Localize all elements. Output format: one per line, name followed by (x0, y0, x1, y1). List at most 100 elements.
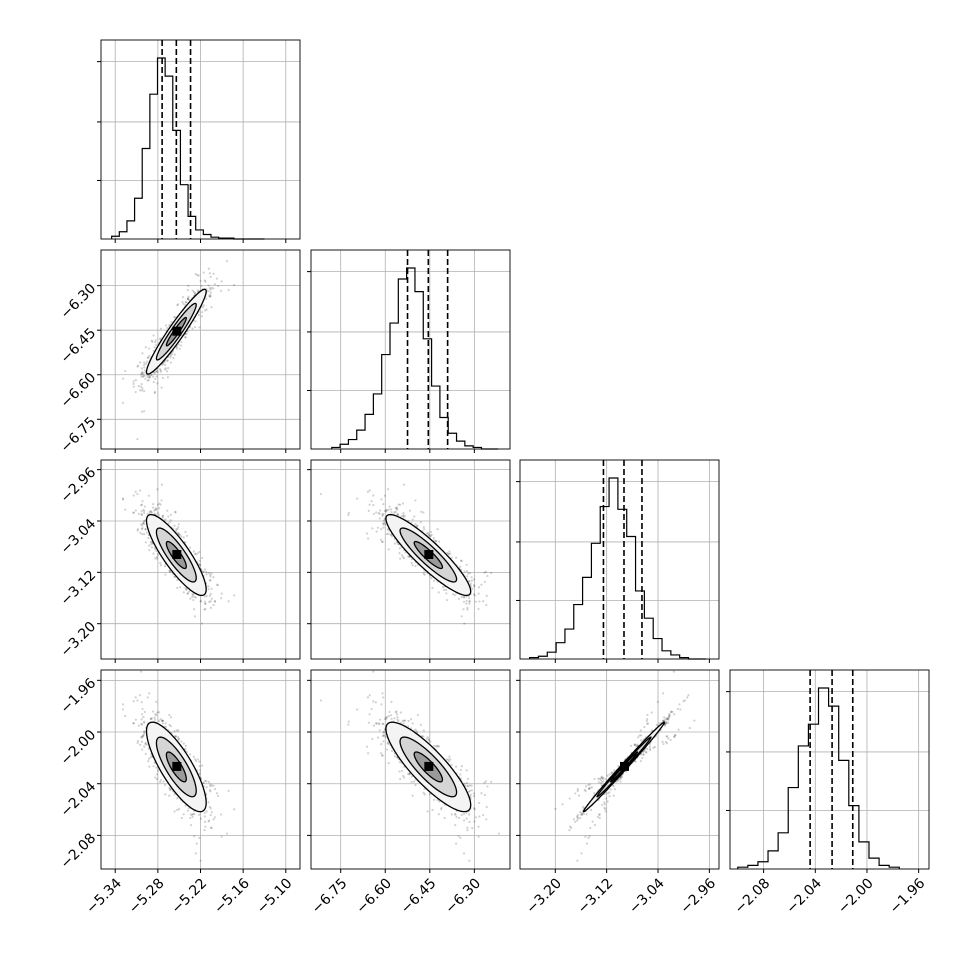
scatter-point (468, 597, 471, 600)
scatter-point (187, 284, 190, 287)
scatter-point (152, 380, 155, 384)
scatter-point (176, 304, 179, 307)
scatter-point (207, 571, 210, 575)
scatter-point (144, 346, 147, 349)
scatter-point (319, 493, 322, 496)
scatter-point (143, 366, 146, 369)
scatter-point (166, 376, 170, 379)
scatter-point (366, 537, 370, 540)
scatter-point (379, 538, 383, 541)
scatter-point (410, 561, 413, 565)
scatter-point (416, 524, 419, 527)
histogram-2 (529, 477, 707, 660)
scatter-point (382, 513, 385, 516)
scatter-point (208, 294, 211, 298)
scatter-point (136, 438, 139, 441)
scatter-point (154, 377, 157, 381)
scatter-point (198, 559, 201, 562)
scatter-point (200, 284, 203, 288)
scatter-point (143, 369, 146, 372)
scatter-point (225, 260, 229, 263)
scatter-point (477, 607, 480, 611)
scatter-point (122, 377, 125, 380)
scatter-point (146, 375, 149, 378)
scatter-point (152, 552, 155, 555)
scatter-point (191, 327, 194, 330)
scatter-point (192, 598, 195, 602)
scatter-point (370, 499, 373, 503)
scatter-point (397, 503, 400, 506)
scatter-point (459, 565, 462, 568)
scatter-point (143, 374, 146, 378)
scatter-point (185, 534, 189, 537)
scatter-point (169, 356, 172, 359)
scatter-point (143, 390, 146, 393)
scatter-point (156, 370, 159, 374)
scatter-point (184, 530, 187, 534)
scatter-point (172, 356, 175, 360)
scatter-point (151, 340, 154, 343)
scatter-point (148, 347, 151, 350)
scatter-point (463, 622, 466, 625)
scatter-point (209, 606, 212, 609)
scatter-point (176, 527, 179, 531)
scatter-point (164, 363, 167, 367)
scatter-point (164, 367, 168, 370)
scatter-point (182, 302, 185, 306)
scatter-point (210, 286, 213, 289)
scatter-point (140, 389, 144, 392)
scatter-point (194, 320, 197, 323)
scatter-point (152, 334, 155, 337)
scatter-point (432, 579, 436, 582)
scatter-point (158, 368, 162, 371)
scatter-point (144, 528, 147, 531)
scatter-point (387, 548, 390, 551)
scatter-point (154, 548, 157, 551)
scatter-point (427, 533, 431, 536)
scatter-point (186, 297, 190, 300)
scatter-point (155, 557, 159, 560)
scatter-point (378, 512, 381, 516)
scatter-point (192, 290, 195, 294)
scatter-point (471, 587, 474, 590)
panel-0-0 (97, 39, 301, 243)
scatter-point (205, 594, 208, 597)
scatter-point (182, 591, 185, 594)
scatter-point (192, 608, 196, 611)
scatter-point (161, 514, 164, 518)
scatter-point (148, 376, 151, 379)
scatter-point (132, 494, 135, 497)
scatter-point (473, 578, 476, 581)
scatter-point (227, 289, 230, 292)
scatter-point (459, 559, 463, 562)
scatter-point (166, 326, 169, 330)
scatter-point (210, 306, 213, 309)
scatter-point (156, 503, 160, 506)
scatter-point (454, 556, 458, 559)
scatter-point (202, 304, 205, 307)
scatter-point (485, 594, 488, 597)
scatter-point (170, 320, 173, 323)
scatter-point (176, 586, 179, 590)
scatter-point (448, 550, 451, 553)
scatter-point (156, 488, 159, 491)
scatter-point (411, 518, 414, 521)
scatter-point (149, 509, 152, 513)
scatter-point (213, 283, 217, 286)
scatter-point (149, 540, 152, 544)
scatter-point (141, 375, 145, 378)
scatter-point (159, 503, 162, 506)
scatter-point (196, 273, 199, 277)
scatter-point (394, 510, 397, 514)
scatter-point (411, 564, 414, 567)
panel-2-0 (97, 459, 301, 663)
scatter-point (152, 506, 155, 509)
scatter-point (356, 497, 359, 500)
scatter-point (147, 537, 150, 540)
scatter-point (204, 280, 207, 283)
scatter-point (143, 522, 146, 526)
scatter-point (210, 587, 213, 590)
scatter-point (141, 371, 144, 375)
scatter-point (441, 586, 445, 589)
scatter-point (470, 579, 473, 582)
